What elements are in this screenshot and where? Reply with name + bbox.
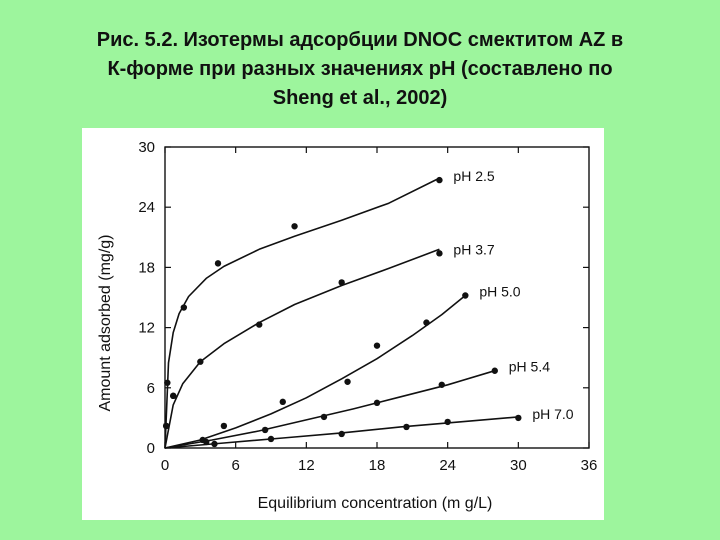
data-point-ph-5-4 xyxy=(373,399,381,407)
data-point-ph-3-7 xyxy=(256,321,263,328)
data-point-ph-5-4 xyxy=(491,367,498,374)
data-point-ph-7-0 xyxy=(267,435,275,443)
x-tick-label: 18 xyxy=(369,457,386,474)
data-point-ph-2-5 xyxy=(436,176,443,184)
x-tick-label: 30 xyxy=(510,457,527,474)
series-label-ph-5-4: pH 5.4 xyxy=(509,359,550,375)
data-point-ph-5-4 xyxy=(320,413,328,421)
data-point-ph-5-0 xyxy=(279,398,286,406)
series-curve-ph-3-7 xyxy=(164,248,440,449)
slide-title: Рис. 5.2. Изотермы адсорбции DNOC смекти… xyxy=(20,26,700,113)
data-point-ph-5-0 xyxy=(220,422,228,430)
x-tick-label: 0 xyxy=(161,457,169,474)
data-point-ph-7-0 xyxy=(403,423,410,431)
x-axis-label: Equilibrium concentration (m g/L) xyxy=(258,495,493,512)
x-tick-label: 24 xyxy=(439,457,456,474)
data-point-ph-5-0 xyxy=(423,319,430,326)
title-line-3: Sheng et al., 2002) xyxy=(272,87,448,109)
data-point-ph-3-7 xyxy=(197,358,204,365)
data-point-ph-7-0 xyxy=(515,414,522,422)
data-point-ph-5-0 xyxy=(462,292,469,299)
y-tick-label: 18 xyxy=(138,259,155,276)
data-point-ph-2-5 xyxy=(180,304,188,311)
series-label-ph-7-0: pH 7.0 xyxy=(532,406,573,422)
isotherm-chart: 0 6 12 18 24 30 36 0 6 12 18 24 30 pH 2.5 pH 3.7 pH 5.… xyxy=(97,139,598,512)
series-curve-ph-2-5 xyxy=(164,177,440,449)
series-label-ph-2-5: pH 2.5 xyxy=(453,168,494,184)
x-tick-label: 12 xyxy=(298,457,315,474)
data-point-ph-7-0 xyxy=(444,418,451,426)
data-point-ph-2-5 xyxy=(291,223,298,230)
series-curve-ph-5-4 xyxy=(164,369,496,449)
series-label-ph-3-7: pH 3.7 xyxy=(453,241,494,257)
data-point-ph-7-0 xyxy=(338,430,345,438)
series-label-ph-5-0: pH 5.0 xyxy=(479,283,520,299)
data-point-ph-5-4 xyxy=(438,381,445,388)
y-axis-label: Amount adsorbed (mg/g) xyxy=(97,235,114,412)
x-tick-label: 6 xyxy=(231,457,239,474)
data-point-ph-2-5 xyxy=(164,379,171,386)
data-point-ph-5-4 xyxy=(261,426,269,434)
data-point-ph-3-7 xyxy=(170,392,177,400)
title-line-2: К-форме при разных значениях pH (составл… xyxy=(107,58,613,80)
y-tick-label: 24 xyxy=(138,199,155,216)
x-tick-label: 36 xyxy=(581,457,598,474)
y-tick-label: 30 xyxy=(138,139,155,156)
data-point-ph-3-7 xyxy=(436,250,443,257)
data-point-ph-5-4 xyxy=(203,438,210,446)
y-tick-label: 6 xyxy=(147,380,155,397)
data-point-ph-3-7 xyxy=(338,279,345,286)
data-point-ph-5-0 xyxy=(373,342,381,349)
title-line-1: Рис. 5.2. Изотермы адсорбции DNOC смекти… xyxy=(96,29,624,51)
plot-panel: 0 6 12 18 24 30 36 0 6 12 18 24 30 pH 2.5 pH 3.7 pH 5.… xyxy=(82,128,604,520)
data-point-ph-5-0 xyxy=(344,378,351,385)
y-tick-label: 0 xyxy=(147,440,155,457)
data-point-ph-7-0 xyxy=(211,440,218,448)
data-point-ph-3-7 xyxy=(162,422,170,430)
data-point-ph-2-5 xyxy=(214,260,222,267)
y-tick-label: 12 xyxy=(138,320,155,337)
